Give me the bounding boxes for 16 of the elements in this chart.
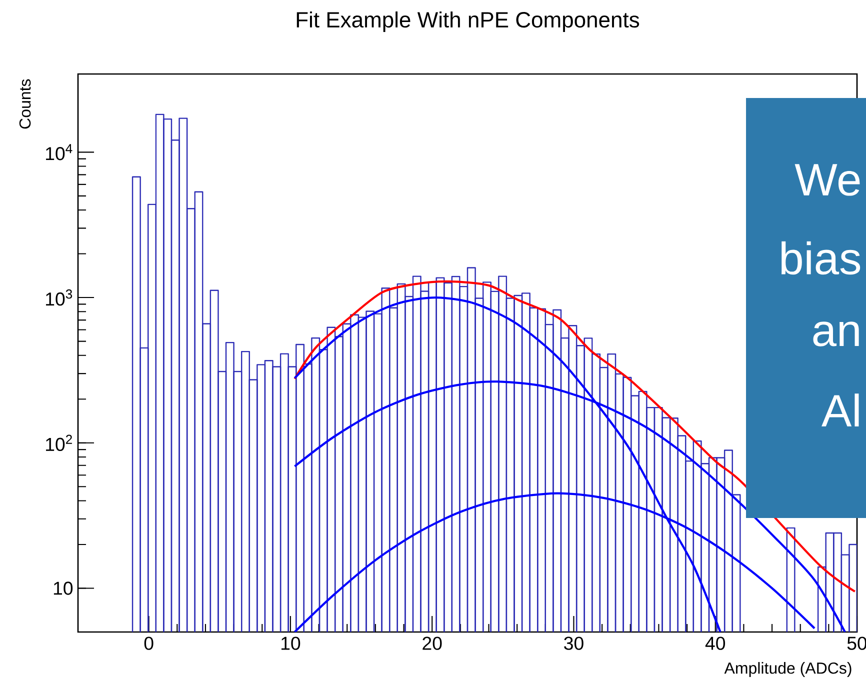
annotation: We	[794, 164, 860, 196]
y-axis-title: Counts	[19, 79, 31, 129]
annotation: Al	[822, 394, 859, 426]
y-tick-label: 10$^{2}$	[46, 434, 72, 452]
annotation: an	[813, 322, 859, 346]
x-axis-title: Amplitude (ADCs)	[724, 662, 852, 677]
y-tick-label: 10	[54, 582, 73, 595]
x-tick-label: 20	[422, 636, 442, 650]
y-tick-label: 10$^{3}$	[46, 289, 72, 306]
x-tick-label: 0	[144, 636, 154, 650]
annotation: bias	[782, 241, 860, 275]
x-tick-label: 10	[282, 636, 300, 650]
x-tick-label: 40	[705, 636, 726, 650]
x-tick-label: 30	[564, 636, 584, 650]
y-tick-label: 10$^{4}$	[46, 144, 72, 160]
chart-title: Fit Example With nPE Components	[296, 11, 640, 32]
